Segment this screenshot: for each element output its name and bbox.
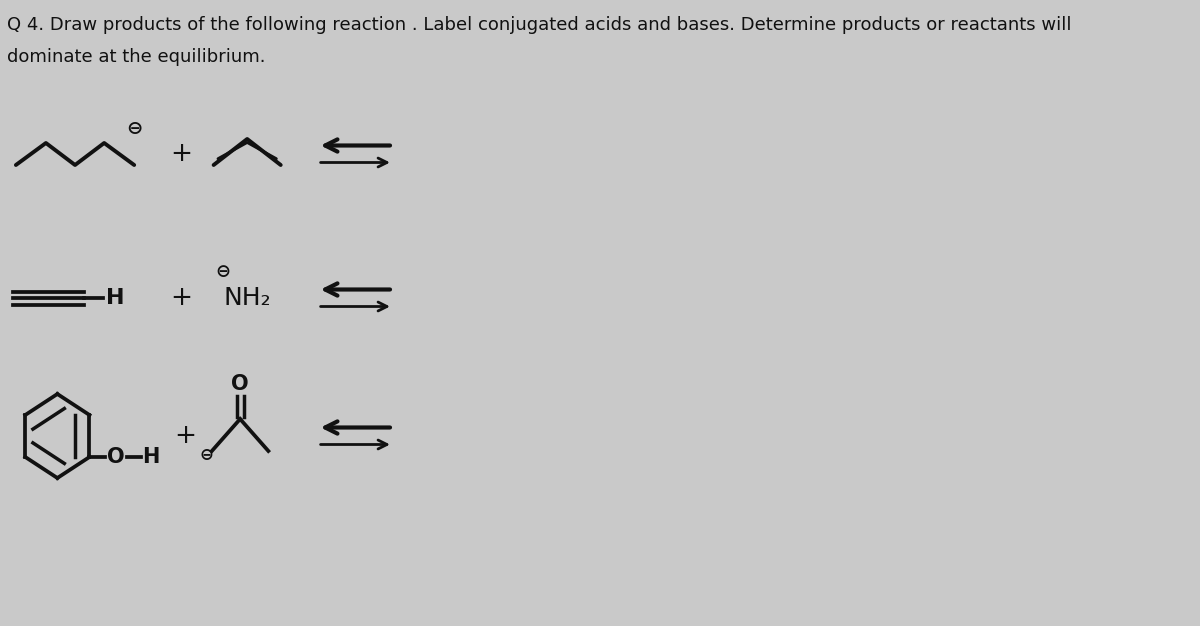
- Text: ⊖: ⊖: [199, 446, 214, 464]
- Text: ⊖: ⊖: [126, 120, 143, 138]
- Text: Q 4. Draw products of the following reaction . Label conjugated acids and bases.: Q 4. Draw products of the following reac…: [7, 16, 1072, 34]
- Text: NH₂: NH₂: [223, 286, 271, 310]
- Text: +: +: [170, 285, 192, 311]
- Text: O: O: [232, 374, 248, 394]
- Text: H: H: [143, 447, 160, 467]
- Text: O: O: [107, 447, 125, 467]
- Text: ⊖: ⊖: [216, 263, 230, 281]
- Text: +: +: [170, 141, 192, 167]
- Text: dominate at the equilibrium.: dominate at the equilibrium.: [7, 48, 265, 66]
- Text: H: H: [106, 288, 125, 308]
- Text: +: +: [174, 423, 197, 449]
